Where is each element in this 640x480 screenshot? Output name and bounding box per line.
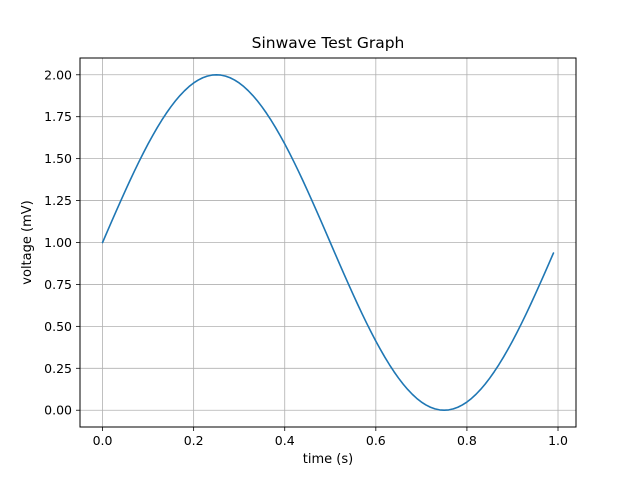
y-axis-label: voltage (mV) [20,200,35,284]
grid-layer [80,58,576,427]
y-tick-label: 0.75 [44,277,72,292]
y-tick-label: 1.50 [44,151,72,166]
x-axis-label: time (s) [303,452,353,467]
y-tick-label: 1.00 [44,235,72,250]
x-tick-label: 0.0 [93,433,113,448]
x-tick-label: 0.4 [275,433,295,448]
x-tick-label: 1.0 [548,433,568,448]
y-tick-label: 1.75 [44,109,72,124]
x-tick-label: 0.2 [184,433,204,448]
series-layer [101,73,555,412]
tick-layer: 0.0 0.2 0.4 0.6 0.8 1.0 0.00 0.25 0.50 0.75 1.00 1.… [44,67,568,448]
x-tick-label: 0.6 [366,433,386,448]
series-line [101,73,555,412]
y-tick-label: 2.00 [44,67,72,82]
y-tick-label: 0.25 [44,361,72,376]
y-tick-label: 1.25 [44,193,72,208]
y-tick-label: 0.00 [44,403,72,418]
x-tick-label: 0.8 [457,433,477,448]
chart-title: Sinwave Test Graph [252,34,405,52]
y-tick-label: 0.50 [44,319,72,334]
